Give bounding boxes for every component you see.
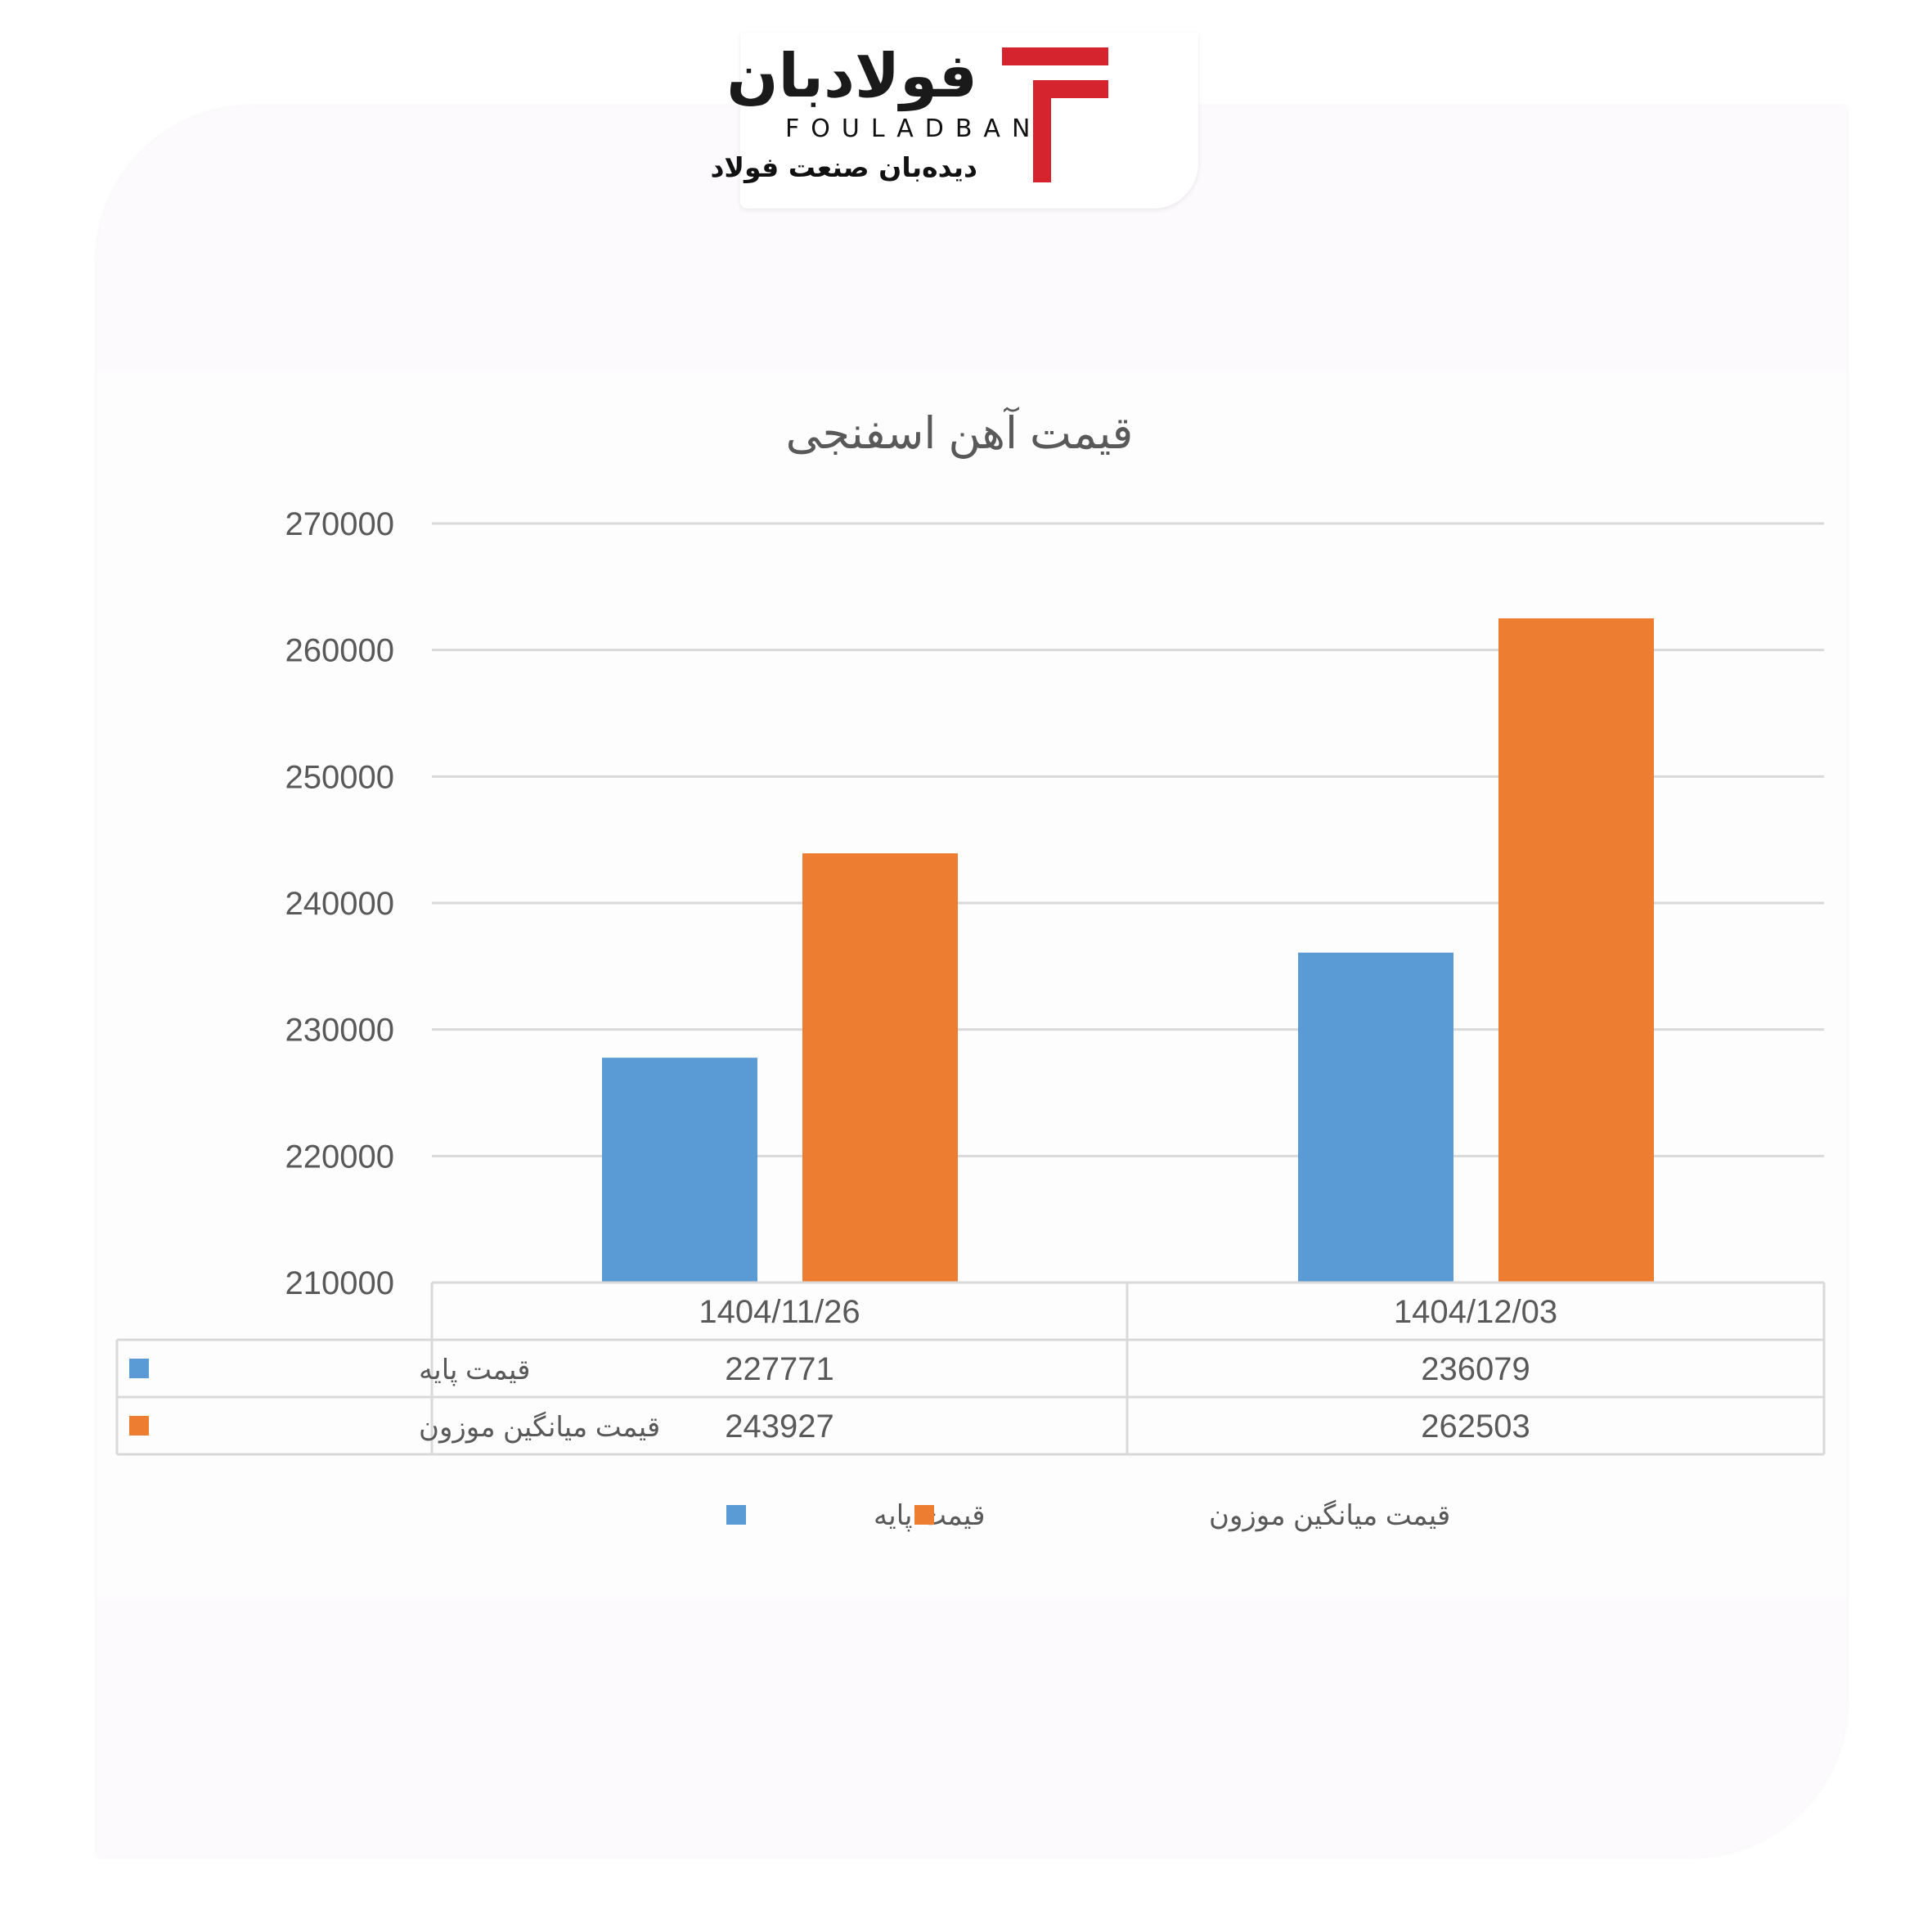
brand-logo: فولادبان FOULADBAN دیده‌بان صنعت فولاد [710, 33, 1198, 209]
y-tick-label: 240000 [285, 886, 394, 922]
data-label: 243927 [725, 1409, 833, 1445]
bar [1498, 618, 1654, 1283]
x-category-label: 1404/12/03 [1394, 1294, 1557, 1330]
y-tick-label: 250000 [285, 759, 394, 795]
bar [602, 1058, 757, 1283]
y-tick-label: 210000 [285, 1265, 394, 1301]
brand-name-fa: فولادبان [726, 41, 977, 111]
table-series-label: قیمت میانگین موزون [419, 1411, 660, 1444]
y-tick-label: 260000 [285, 633, 394, 669]
y-tick-label: 270000 [285, 506, 394, 542]
brand-mark-icon [1002, 47, 1108, 182]
data-label: 227771 [725, 1351, 833, 1387]
table-legend-key [129, 1416, 149, 1436]
data-label: 236079 [1421, 1351, 1530, 1387]
table-legend-key [129, 1359, 149, 1378]
bar [802, 853, 958, 1283]
brand-tagline: دیده‌بان صنعت فولاد [710, 151, 977, 183]
legend-key [914, 1505, 934, 1525]
x-category-label: 1404/11/26 [699, 1294, 860, 1330]
legend-label: قیمت میانگین موزون [1209, 1499, 1450, 1532]
legend-key [726, 1505, 746, 1525]
y-tick-label: 220000 [285, 1139, 394, 1175]
y-tick-label: 230000 [285, 1013, 394, 1049]
bar [1298, 952, 1453, 1283]
table-series-label: قیمت پایه [419, 1355, 531, 1386]
data-label: 262503 [1421, 1409, 1530, 1445]
chart-title: قیمت آهن اسفنجی [786, 407, 1134, 459]
